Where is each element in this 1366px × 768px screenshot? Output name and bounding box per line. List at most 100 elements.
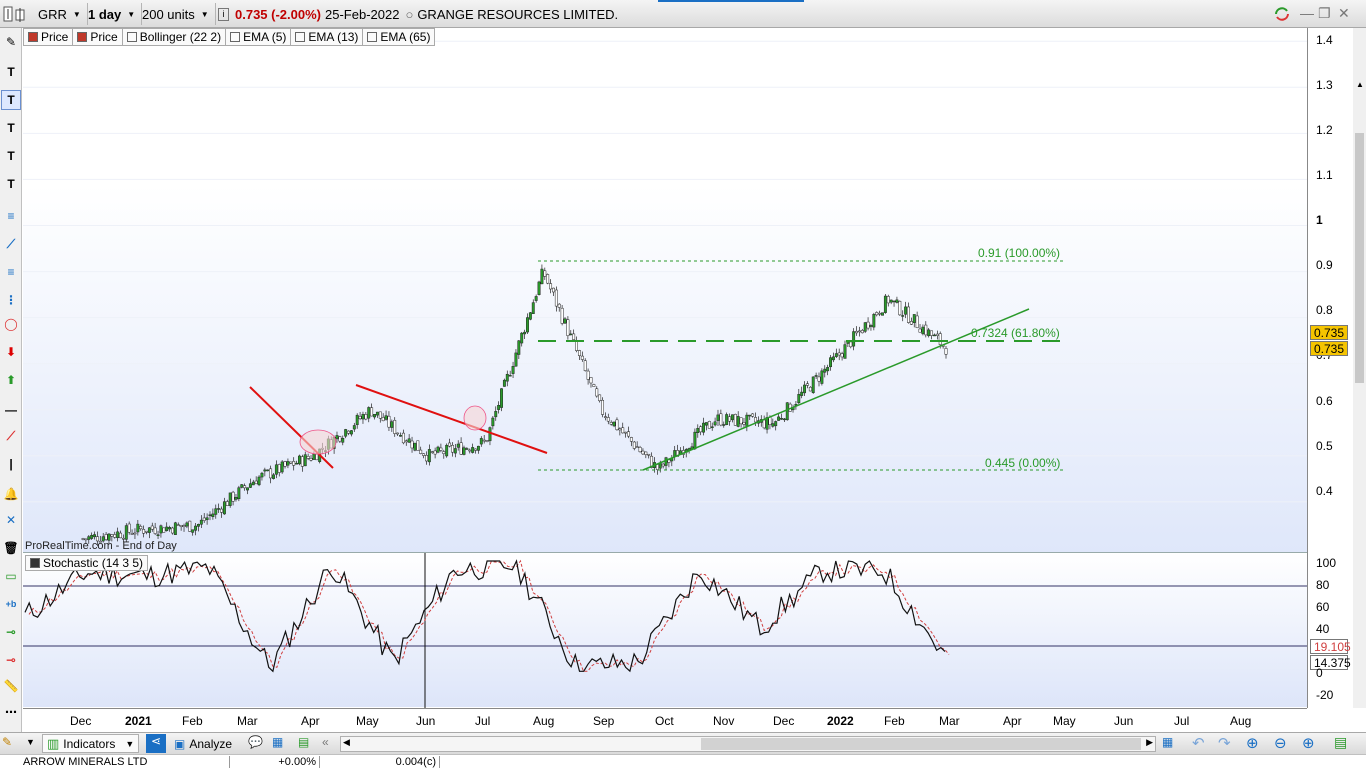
- stoch-tick: -20: [1316, 688, 1334, 702]
- red-trendline-2[interactable]: [355, 384, 548, 454]
- candle-body: [739, 417, 743, 425]
- alert-bell-icon[interactable]: 🔔: [3, 487, 19, 501]
- candle-body: [696, 428, 700, 433]
- scroll-right-icon[interactable]: ▶: [1146, 737, 1153, 747]
- candle-body: [774, 421, 778, 427]
- refresh-icon[interactable]: [1272, 3, 1292, 25]
- radio-icon[interactable]: ○: [405, 6, 414, 22]
- arrow-down-icon[interactable]: ⬇: [5, 345, 17, 359]
- undo-icon[interactable]: ↶: [1192, 735, 1205, 752]
- level-line-red-icon[interactable]: ⊸: [5, 653, 17, 667]
- text-label-icon[interactable]: T: [7, 177, 15, 191]
- fibonacci-arc-icon[interactable]: ≡: [7, 265, 15, 279]
- channel-icon[interactable]: ▭: [5, 569, 17, 583]
- legend-ema65[interactable]: EMA (65): [362, 28, 436, 46]
- highlight-ellipse-2[interactable]: [463, 405, 487, 431]
- dotted-line-icon[interactable]: ⋯: [5, 705, 17, 719]
- fibonacci-time-icon[interactable]: ⋮: [5, 293, 17, 307]
- checkbox-icon: [295, 32, 306, 42]
- green-support-trendline[interactable]: [642, 308, 1030, 471]
- vertical-scroll-thumb[interactable]: [1355, 133, 1364, 383]
- legend-ema5[interactable]: EMA (5): [225, 28, 292, 46]
- candle-body: [572, 333, 576, 340]
- text-italic-icon[interactable]: T: [7, 149, 15, 163]
- candle-body: [546, 274, 550, 284]
- candle-body: [84, 538, 88, 541]
- scroll-left-icon[interactable]: ◀: [343, 737, 350, 747]
- candle-body: [624, 431, 628, 434]
- candle-body: [537, 281, 541, 295]
- zoom-in-icon[interactable]: ⊕: [1302, 735, 1315, 752]
- candle-body: [355, 414, 359, 425]
- price-chart-pane[interactable]: 0.91 (100.00%) 0.7324 (61.80%) 0.445 (0.…: [23, 28, 1307, 552]
- red-trendline-1[interactable]: [249, 386, 334, 469]
- indicators-button[interactable]: ▥ Indicators ▼: [42, 734, 140, 753]
- watchlist-row[interactable]: ARROW MINERALS LTD +0.00% 0.004(c): [0, 754, 1366, 768]
- share-icon[interactable]: ⋖: [146, 734, 166, 753]
- candle-body: [176, 524, 180, 526]
- candle-body: [208, 514, 212, 517]
- ellipse-icon[interactable]: ◯: [4, 317, 18, 331]
- analyze-button[interactable]: ▣ Analyze: [170, 734, 236, 753]
- settings-grid-icon[interactable]: ▦: [1162, 735, 1174, 749]
- checkbox-icon: [126, 32, 137, 42]
- legend-price-1[interactable]: Price: [23, 28, 74, 46]
- legend-ema13-label: EMA (13): [308, 30, 359, 44]
- legend-price-2[interactable]: Price: [72, 28, 123, 46]
- minimize-icon[interactable]: —: [1300, 5, 1314, 21]
- candle-body: [234, 497, 238, 500]
- math-tool-icon[interactable]: +b: [5, 599, 17, 609]
- arrow-up-icon[interactable]: ⬆: [5, 373, 17, 387]
- candle-body: [199, 519, 203, 525]
- horizontal-scrollbar[interactable]: ◀ ▶: [340, 736, 1156, 752]
- data-table-icon[interactable]: ▤: [298, 735, 310, 749]
- candle-body: [650, 455, 654, 468]
- candle-body: [384, 415, 388, 420]
- time-axis[interactable]: Dec 2021 Feb Mar Apr May Jun Jul Aug Sep…: [23, 708, 1307, 732]
- legend-ema13[interactable]: EMA (13): [290, 28, 364, 46]
- units-dropdown[interactable]: 200 units ▼: [136, 3, 216, 25]
- legend-bollinger[interactable]: Bollinger (22 2): [121, 28, 227, 46]
- trendline-icon[interactable]: ⟋: [6, 428, 16, 443]
- redo-icon[interactable]: ↷: [1218, 735, 1231, 752]
- close-icon[interactable]: ✕: [1338, 5, 1350, 21]
- ticker-dropdown[interactable]: GRR ▼: [32, 3, 88, 25]
- restore-icon[interactable]: ❐: [1318, 5, 1331, 21]
- info-icon[interactable]: i: [218, 7, 229, 21]
- chevron-down-icon[interactable]: ▼: [26, 737, 35, 747]
- text-tool-selected-icon[interactable]: T: [1, 90, 21, 110]
- price-chart[interactable]: 0.91 (100.00%) 0.7324 (61.80%) 0.445 (0.…: [23, 28, 1307, 552]
- horizontal-line-icon[interactable]: —: [5, 403, 17, 417]
- scroll-up-icon[interactable]: ▲: [1356, 80, 1364, 89]
- pencil-icon[interactable]: ✎: [5, 35, 17, 49]
- vertical-scrollbar[interactable]: ▲: [1353, 28, 1366, 708]
- candle-body: [407, 438, 411, 443]
- chart-window-icon[interactable]: ▦: [272, 735, 284, 749]
- price-axis[interactable]: 1.4 1.3 1.2 1.1 1 0.9 0.8 0.7 0.6 0.5 0.…: [1307, 28, 1353, 708]
- level-line-icon[interactable]: ⊸: [5, 625, 17, 639]
- zoom-out-icon[interactable]: ⊖: [1274, 735, 1287, 752]
- stochastic-pane[interactable]: Stochastic (14 3 5): [23, 552, 1307, 708]
- legend-ema5-label: EMA (5): [243, 30, 287, 44]
- stochastic-chart[interactable]: [23, 553, 1307, 708]
- text-bold-icon[interactable]: T: [7, 121, 15, 135]
- stochastic-legend[interactable]: Stochastic (14 3 5): [25, 555, 149, 571]
- scroll-left-double-icon[interactable]: «: [322, 735, 329, 749]
- zoom-fit-icon[interactable]: ⊕: [1246, 735, 1259, 752]
- cursor-icon[interactable]: ✕: [5, 513, 17, 527]
- vertical-line-icon[interactable]: |: [9, 457, 13, 471]
- candle-body: [289, 461, 293, 464]
- candle-body: [540, 268, 544, 285]
- highlight-ellipse-1[interactable]: [299, 429, 337, 455]
- ruler-icon[interactable]: 📏: [3, 679, 19, 693]
- chat-icon[interactable]: 💬: [248, 735, 263, 749]
- pencil-icon[interactable]: ✎: [2, 735, 13, 749]
- text-tool-icon[interactable]: T: [7, 65, 15, 79]
- chart-settings-icon[interactable]: ▤: [1334, 734, 1348, 750]
- app-menu-icon[interactable]: [2, 3, 32, 25]
- timeframe-dropdown[interactable]: 1 day ▼: [82, 3, 143, 25]
- fibonacci-fan-icon[interactable]: ⟋: [6, 236, 16, 251]
- horizontal-scroll-thumb[interactable]: [701, 738, 1141, 750]
- fibonacci-retracement-icon[interactable]: ≡: [7, 209, 15, 223]
- trash-icon[interactable]: 🗑: [3, 541, 19, 555]
